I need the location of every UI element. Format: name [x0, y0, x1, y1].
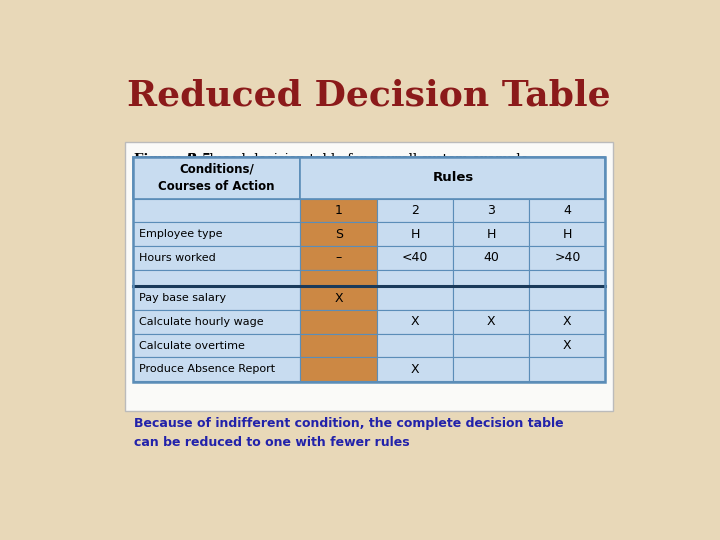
- Text: Produce Absence Report: Produce Absence Report: [139, 364, 275, 374]
- Bar: [377, 334, 453, 357]
- Bar: [300, 222, 377, 246]
- Text: Reduced Decision Table: Reduced Decision Table: [127, 79, 611, 113]
- Bar: [377, 287, 453, 310]
- Bar: [529, 287, 606, 310]
- Bar: [300, 157, 606, 199]
- Text: Because of indifferent condition, the complete decision table
can be reduced to : Because of indifferent condition, the co…: [134, 417, 564, 449]
- FancyBboxPatch shape: [125, 142, 613, 411]
- Text: Pay base salary: Pay base salary: [139, 293, 226, 303]
- Bar: [132, 310, 300, 334]
- Text: Rules: Rules: [432, 172, 474, 185]
- Bar: [300, 246, 377, 269]
- Text: 2: 2: [411, 204, 419, 217]
- Bar: [529, 222, 606, 246]
- Bar: [453, 334, 529, 357]
- Text: X: X: [563, 339, 572, 352]
- Text: Conditions/
Courses of Action: Conditions/ Courses of Action: [158, 163, 275, 193]
- Bar: [132, 269, 300, 287]
- Bar: [529, 199, 606, 222]
- Bar: [453, 269, 529, 287]
- Text: 40: 40: [483, 251, 499, 264]
- Text: S: S: [335, 228, 343, 241]
- Text: H: H: [487, 228, 496, 241]
- Text: Calculate overtime: Calculate overtime: [139, 341, 245, 350]
- Text: X: X: [411, 363, 420, 376]
- Bar: [132, 157, 606, 382]
- Bar: [132, 287, 300, 310]
- Text: <40: <40: [402, 251, 428, 264]
- Text: >40: >40: [554, 251, 580, 264]
- Bar: [300, 334, 377, 357]
- Text: Figure 8-5: Figure 8-5: [134, 153, 211, 166]
- Bar: [529, 269, 606, 287]
- Bar: [132, 246, 300, 269]
- Bar: [300, 310, 377, 334]
- Bar: [377, 199, 453, 222]
- Bar: [529, 246, 606, 269]
- Bar: [377, 310, 453, 334]
- Bar: [132, 222, 300, 246]
- Bar: [377, 269, 453, 287]
- Bar: [377, 222, 453, 246]
- Text: 3: 3: [487, 204, 495, 217]
- Bar: [132, 334, 300, 357]
- Text: X: X: [487, 315, 495, 328]
- Text: X: X: [334, 292, 343, 305]
- Text: 4: 4: [563, 204, 571, 217]
- Bar: [453, 310, 529, 334]
- Bar: [453, 199, 529, 222]
- Text: X: X: [411, 315, 420, 328]
- Text: H: H: [562, 228, 572, 241]
- Bar: [453, 287, 529, 310]
- Text: 1: 1: [335, 204, 343, 217]
- Bar: [529, 310, 606, 334]
- Bar: [453, 246, 529, 269]
- Bar: [132, 357, 300, 381]
- Bar: [529, 334, 606, 357]
- Bar: [453, 222, 529, 246]
- Bar: [377, 246, 453, 269]
- Text: Employee type: Employee type: [139, 229, 222, 239]
- Bar: [300, 357, 377, 381]
- Text: Reduced decision table for payroll system example: Reduced decision table for payroll syste…: [179, 153, 528, 166]
- Bar: [300, 287, 377, 310]
- Bar: [453, 357, 529, 381]
- Text: –: –: [336, 251, 342, 264]
- Bar: [377, 357, 453, 381]
- Bar: [132, 157, 300, 199]
- Text: Hours worked: Hours worked: [139, 253, 215, 263]
- Bar: [300, 199, 377, 222]
- Bar: [300, 269, 377, 287]
- Text: H: H: [410, 228, 420, 241]
- Text: X: X: [563, 315, 572, 328]
- Bar: [529, 357, 606, 381]
- Text: Calculate hourly wage: Calculate hourly wage: [139, 317, 264, 327]
- Bar: [132, 199, 300, 222]
